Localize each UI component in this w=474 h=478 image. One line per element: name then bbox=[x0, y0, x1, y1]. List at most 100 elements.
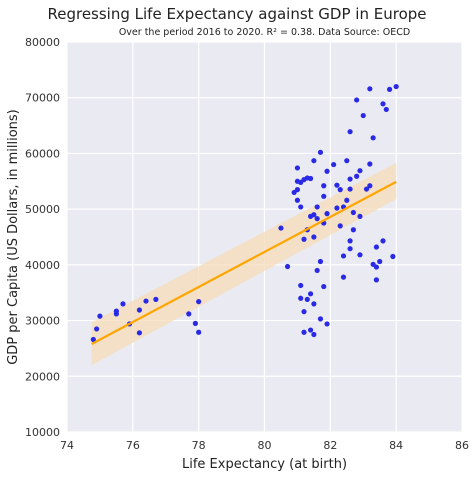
data-point bbox=[321, 283, 327, 290]
data-point bbox=[347, 238, 353, 244]
data-point bbox=[347, 176, 353, 182]
data-point bbox=[317, 149, 324, 155]
data-point bbox=[337, 187, 343, 193]
data-point bbox=[284, 263, 291, 270]
data-point bbox=[291, 189, 297, 196]
data-point bbox=[298, 204, 304, 210]
data-point bbox=[186, 311, 192, 317]
data-point bbox=[340, 253, 347, 259]
x-tick-label: 86 bbox=[455, 439, 469, 452]
data-point bbox=[357, 213, 363, 219]
data-point bbox=[153, 296, 159, 302]
data-point bbox=[344, 158, 350, 164]
data-point bbox=[311, 331, 317, 338]
y-tick-label: 20000 bbox=[25, 370, 60, 383]
x-tick-label: 84 bbox=[389, 439, 403, 452]
data-point bbox=[367, 161, 373, 167]
data-point bbox=[307, 291, 314, 297]
data-point bbox=[344, 197, 350, 203]
data-point bbox=[334, 205, 340, 211]
x-tick-label: 82 bbox=[323, 439, 337, 452]
data-point bbox=[321, 183, 327, 189]
data-point bbox=[314, 267, 320, 274]
data-point bbox=[301, 309, 307, 315]
data-point bbox=[90, 336, 96, 343]
data-point bbox=[136, 307, 143, 313]
data-point bbox=[278, 225, 284, 231]
data-point bbox=[307, 175, 314, 182]
data-point bbox=[324, 211, 330, 217]
data-point bbox=[347, 129, 353, 135]
data-point bbox=[307, 327, 314, 333]
y-tick-label: 10000 bbox=[25, 426, 60, 439]
data-point bbox=[94, 326, 100, 332]
data-point bbox=[324, 321, 330, 327]
data-point bbox=[340, 274, 347, 280]
chart-title: Regressing Life Expectancy against GDP i… bbox=[47, 5, 427, 23]
data-point bbox=[311, 158, 317, 164]
data-point bbox=[143, 298, 149, 304]
x-tick-label: 80 bbox=[258, 439, 272, 452]
y-tick-label: 50000 bbox=[25, 203, 60, 216]
data-point bbox=[354, 173, 360, 179]
data-point bbox=[380, 101, 386, 107]
data-point bbox=[294, 197, 301, 203]
data-point bbox=[386, 86, 393, 92]
y-tick-labels: 10000 20000 30000 40000 50000 60000 70000 80000 bbox=[25, 36, 60, 439]
data-point bbox=[314, 216, 320, 222]
x-tick-label: 74 bbox=[60, 439, 74, 452]
data-point bbox=[311, 234, 317, 240]
data-point bbox=[192, 320, 198, 326]
data-point bbox=[367, 183, 373, 189]
chart-subtitle: Over the period 2016 to 2020. R² = 0.38.… bbox=[118, 27, 411, 38]
data-point bbox=[311, 212, 317, 218]
data-point bbox=[354, 97, 360, 103]
x-tick-label: 78 bbox=[192, 439, 206, 452]
data-point bbox=[393, 83, 399, 90]
x-tick-labels: 74 76 78 80 82 84 86 bbox=[60, 439, 469, 452]
data-point bbox=[196, 299, 202, 305]
data-point bbox=[383, 106, 389, 113]
data-point bbox=[304, 296, 310, 302]
data-point bbox=[113, 311, 119, 317]
data-point bbox=[298, 282, 304, 289]
data-point bbox=[298, 295, 304, 301]
y-tick-label: 70000 bbox=[25, 92, 60, 105]
data-point bbox=[311, 301, 317, 307]
data-point bbox=[347, 186, 353, 192]
data-point bbox=[97, 313, 103, 319]
y-tick-label: 40000 bbox=[25, 259, 60, 272]
data-point bbox=[357, 252, 363, 258]
y-tick-label: 30000 bbox=[25, 315, 60, 328]
grid-lines bbox=[66, 41, 463, 433]
data-point bbox=[350, 209, 356, 216]
data-point bbox=[314, 204, 320, 210]
data-point bbox=[373, 264, 380, 270]
data-point bbox=[373, 244, 380, 250]
data-point bbox=[317, 258, 324, 265]
data-point bbox=[317, 316, 324, 322]
y-tick-label: 80000 bbox=[25, 36, 60, 49]
y-axis-label: GDP per Capita (US Dollars, in millions) bbox=[6, 109, 21, 365]
regression-line bbox=[91, 180, 397, 345]
data-point bbox=[136, 330, 143, 336]
data-point bbox=[360, 112, 366, 119]
regression-line-group bbox=[91, 180, 397, 345]
data-point bbox=[294, 165, 301, 171]
y-tick-label: 60000 bbox=[25, 147, 60, 160]
data-point bbox=[337, 223, 343, 229]
data-point bbox=[357, 168, 363, 174]
data-point bbox=[350, 227, 356, 233]
data-point bbox=[301, 236, 307, 242]
data-point bbox=[373, 277, 380, 283]
x-tick-label: 76 bbox=[126, 439, 140, 452]
data-point bbox=[367, 86, 373, 92]
data-point bbox=[390, 253, 396, 260]
data-point bbox=[196, 329, 202, 335]
data-point bbox=[347, 246, 353, 252]
x-axis-label: Life Expectancy (at birth) bbox=[182, 457, 347, 472]
data-point bbox=[334, 182, 340, 188]
data-point bbox=[301, 329, 307, 335]
